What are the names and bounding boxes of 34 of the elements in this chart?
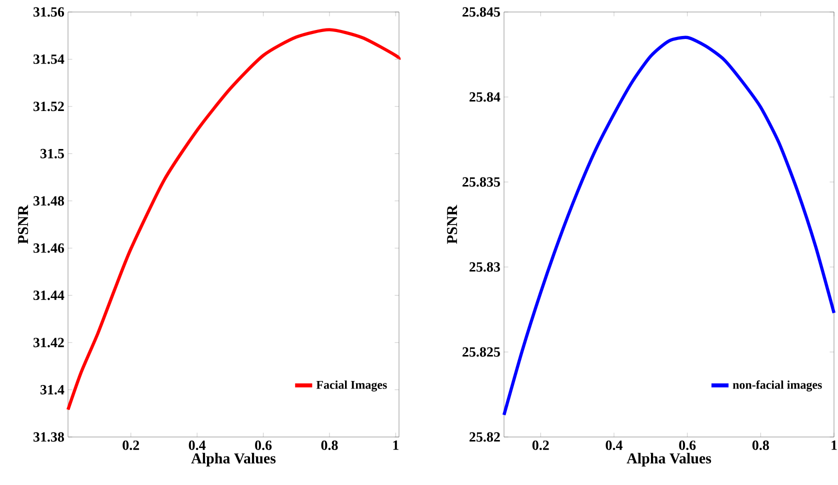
line-series (502, 36, 836, 416)
legend-label: non-facial images (732, 380, 822, 392)
x-tick-label: 0.8 (752, 440, 769, 450)
y-tick-label: 31.5 (40, 148, 64, 158)
y-tick-label: 31.54 (34, 54, 64, 64)
y-tick-label: 25.835 (462, 177, 500, 187)
legend-label: Facial Images (316, 380, 387, 392)
y-tick-label: 31.56 (34, 7, 64, 17)
y-tick-label: 31.42 (34, 338, 64, 348)
y-tick-label: 31.52 (34, 102, 64, 112)
y-axis-title: PSNR (447, 204, 458, 244)
x-tick-label: 0.2 (532, 440, 549, 450)
x-tick-label: 0.2 (122, 440, 140, 450)
y-tick-label: 25.83 (470, 262, 500, 272)
x-tick-label: 0.4 (188, 440, 206, 450)
y-tick-label: 25.845 (462, 7, 500, 17)
x-tick-label: 0.6 (679, 440, 696, 450)
y-tick-label: 25.82 (470, 432, 500, 442)
y-tick-label: 31.48 (34, 196, 64, 206)
x-tick-label: 0.6 (255, 440, 272, 450)
x-axis-title: Alpha Values (626, 452, 712, 467)
y-tick-label: 31.38 (34, 432, 64, 442)
y-tick-label: 31.4 (40, 385, 64, 395)
y-tick-label: 31.46 (34, 243, 64, 253)
x-tick-label: 1 (393, 440, 398, 450)
y-axis-title: PSNR (18, 204, 28, 244)
x-tick-label: 0.8 (321, 440, 338, 450)
y-tick-label: 25.825 (462, 347, 500, 357)
line-series (66, 28, 401, 412)
y-tick-label: 31.44 (34, 290, 64, 300)
x-axis-title: Alpha Values (191, 452, 276, 467)
x-tick-label: 1 (832, 440, 837, 450)
y-tick-label: 25.84 (470, 92, 500, 102)
x-tick-label: 0.4 (606, 440, 622, 450)
